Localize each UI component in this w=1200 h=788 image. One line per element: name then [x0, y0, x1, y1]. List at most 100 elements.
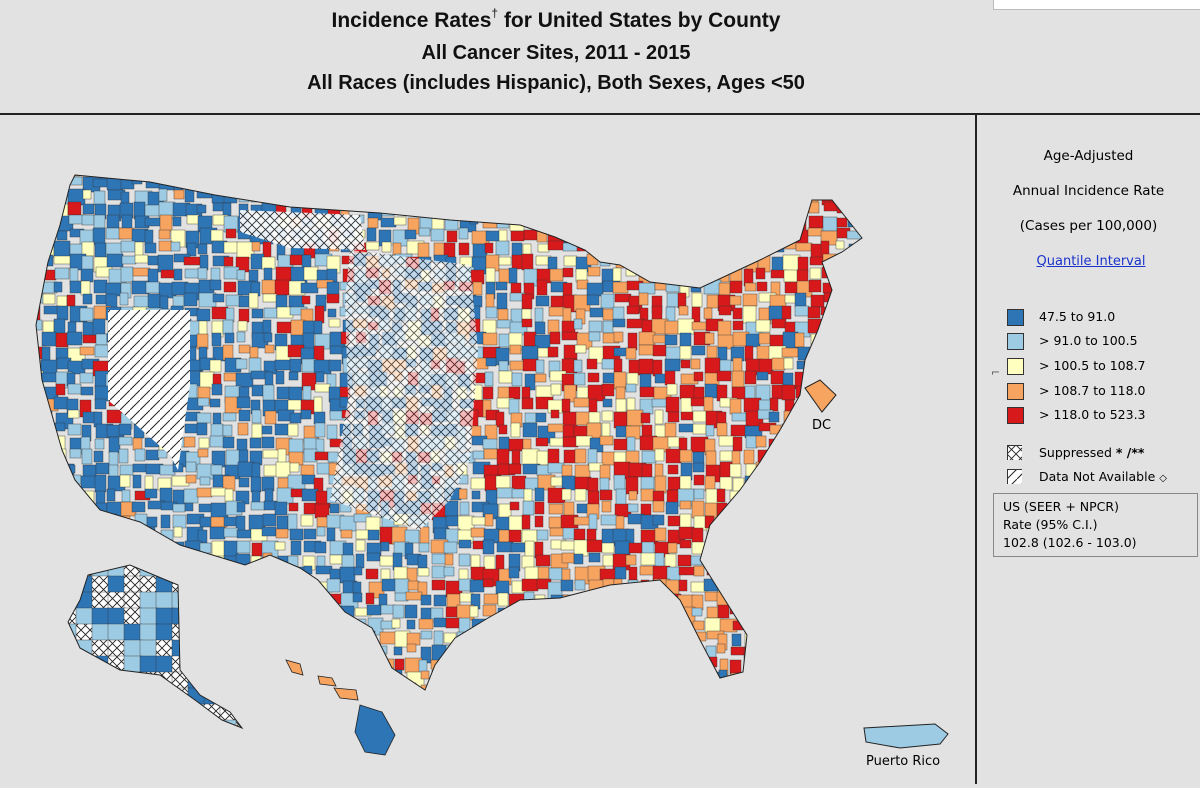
county-cell	[82, 699, 93, 715]
county-cell	[53, 503, 64, 515]
county-cell	[483, 620, 494, 634]
county-cell	[679, 539, 692, 549]
county-cell	[458, 242, 470, 256]
county-cell	[313, 396, 323, 415]
current-class-marker-icon: ⌐	[991, 366, 1001, 379]
county-cell	[314, 383, 331, 393]
county-cell	[537, 604, 555, 619]
county-cell	[794, 656, 807, 669]
county-cell	[537, 646, 549, 662]
county-cell	[602, 320, 614, 334]
county-cell	[36, 175, 45, 178]
county-cell	[690, 176, 704, 193]
county-cell	[614, 293, 632, 303]
county-cell	[782, 699, 797, 715]
county-cell	[835, 514, 853, 529]
quantile-interval-link[interactable]: Quantile Interval	[1036, 254, 1146, 269]
map-subtitle-population: All Races (includes Hispanic), Both Sexe…	[307, 72, 805, 94]
county-cell	[498, 529, 511, 543]
county-cell	[562, 643, 573, 662]
county-cell	[680, 359, 691, 369]
county-cell	[534, 658, 545, 677]
county-cell	[586, 294, 600, 306]
county-cell	[601, 422, 611, 438]
county-cell	[771, 502, 784, 514]
county-cell	[496, 672, 513, 686]
county-cell	[119, 464, 134, 476]
county-cell	[783, 669, 793, 679]
county-cell	[275, 176, 292, 194]
alaska-borough-cell	[171, 565, 191, 579]
alaska-borough-cell	[68, 687, 79, 707]
county-cell	[36, 334, 37, 348]
county-cell	[796, 474, 806, 485]
county-choropleth-map[interactable]	[0, 115, 975, 784]
county-cell	[562, 267, 574, 278]
alaska-borough-cell	[107, 703, 127, 723]
county-cell	[823, 685, 837, 690]
county-cell	[263, 307, 278, 319]
county-cell	[692, 423, 707, 435]
county-cell	[758, 332, 771, 345]
county-cell	[119, 474, 131, 488]
county-cell	[600, 175, 611, 183]
county-cell	[742, 618, 756, 628]
county-cell	[30, 698, 39, 707]
county-cell	[601, 605, 612, 615]
county-cell	[300, 308, 314, 322]
county-cell	[808, 175, 827, 180]
county-cell	[365, 568, 379, 580]
county-cell	[835, 409, 854, 428]
county-cell	[745, 435, 758, 449]
county-cell	[718, 228, 735, 242]
county-cell	[287, 175, 302, 181]
county-cell	[482, 175, 501, 176]
county-cell	[69, 541, 85, 551]
county-cell	[498, 619, 509, 637]
county-cell	[380, 541, 390, 552]
county-cell	[822, 282, 835, 294]
county-cell	[615, 240, 628, 256]
county-cell	[521, 397, 534, 410]
county-cell	[495, 580, 510, 595]
county-cell	[36, 630, 38, 642]
county-cell	[820, 526, 839, 545]
county-cell	[794, 489, 805, 499]
alaska-borough-cell	[123, 687, 143, 707]
county-cell	[613, 474, 626, 491]
county-cell	[679, 645, 698, 661]
alaska-borough-cell	[235, 623, 242, 643]
county-cell	[392, 242, 402, 256]
alaska-borough-cell	[91, 565, 111, 579]
county-cell	[405, 697, 417, 705]
county-cell	[601, 451, 616, 466]
county-cell	[573, 359, 583, 373]
county-cell	[717, 604, 730, 619]
county-cell	[588, 320, 603, 333]
county-cell	[848, 268, 862, 279]
county-cell	[94, 474, 107, 493]
county-cell	[42, 555, 56, 570]
county-cell	[668, 696, 681, 707]
county-cell	[849, 204, 860, 214]
county-cell	[664, 605, 683, 623]
county-cell	[639, 204, 654, 221]
county-cell	[366, 227, 377, 242]
alaska-borough-cell	[219, 591, 239, 611]
county-cell	[833, 334, 849, 348]
alaska-borough-cell	[235, 639, 242, 659]
county-cell	[561, 331, 579, 341]
county-cell	[677, 682, 689, 690]
county-cell	[521, 555, 535, 569]
county-cell	[54, 203, 69, 218]
county-cell	[444, 500, 459, 517]
county-cell	[706, 345, 718, 359]
alaska-borough-cell	[171, 671, 191, 691]
county-cell	[784, 643, 795, 654]
legend-class-label: > 100.5 to 108.7	[1039, 358, 1146, 373]
county-cell	[731, 539, 750, 551]
county-cell	[641, 176, 652, 189]
county-cell	[680, 699, 697, 709]
county-cell	[848, 451, 862, 468]
county-cell	[770, 541, 784, 556]
